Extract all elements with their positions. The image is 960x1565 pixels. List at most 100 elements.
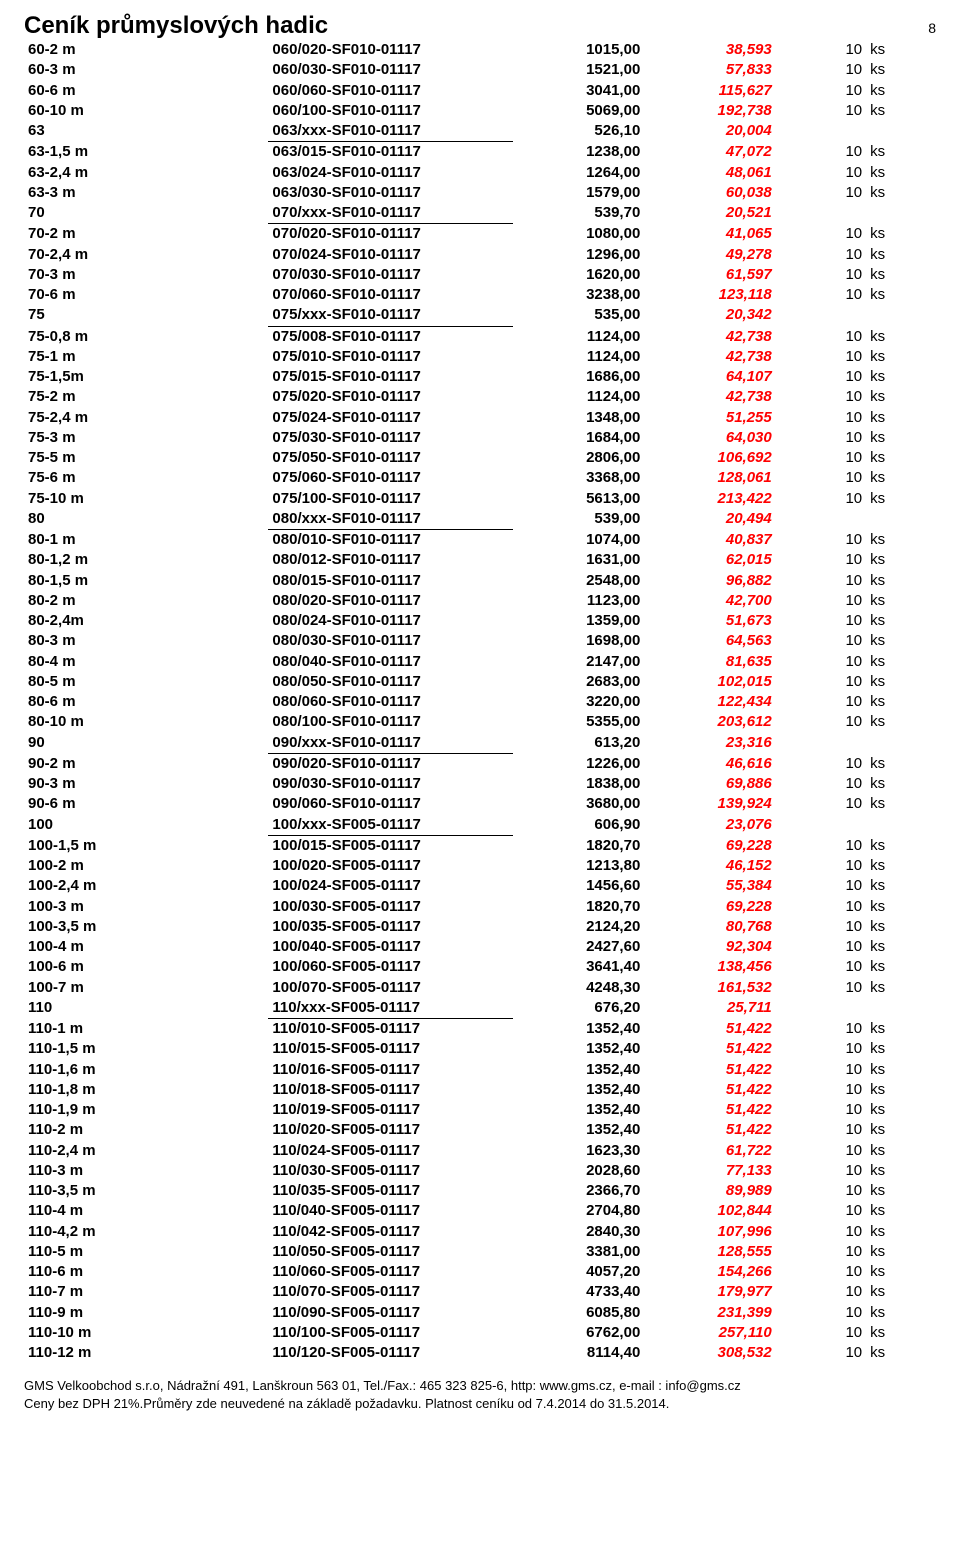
cell-price: 1521,00 [513,60,644,80]
cell-price: 1352,40 [513,1100,644,1120]
cell-code: 075/020-SF010-01117 [268,387,512,407]
cell-code: 080/040-SF010-01117 [268,652,512,672]
cell-unit-price: 49,278 [644,245,775,265]
cell-unit: ks [866,163,936,183]
cell-unit-price: 25,711 [644,998,775,1019]
cell-size: 80-1,5 m [24,571,268,591]
cell-price: 2840,30 [513,1222,644,1242]
cell-unit: ks [866,60,936,80]
cell-code: 080/030-SF010-01117 [268,631,512,651]
cell-code: 080/015-SF010-01117 [268,571,512,591]
cell-price: 1820,70 [513,897,644,917]
table-row: 100-2,4 m100/024-SF005-011171456,6055,38… [24,876,936,896]
table-row: 100100/xxx-SF005-01117606,9023,076 [24,815,936,836]
cell-code: 060/060-SF010-01117 [268,81,512,101]
cell-size: 80-2,4m [24,611,268,631]
cell-price: 526,10 [513,121,644,142]
table-row: 80-10 m080/100-SF010-011175355,00203,612… [24,712,936,732]
table-row: 100-6 m100/060-SF005-011173641,40138,456… [24,957,936,977]
table-row: 110-1,5 m110/015-SF005-011171352,4051,42… [24,1039,936,1059]
table-row: 75-5 m075/050-SF010-011172806,00106,6921… [24,448,936,468]
cell-qty: 10 [776,40,866,60]
cell-qty: 10 [776,408,866,428]
table-row: 70-2 m070/020-SF010-011171080,0041,06510… [24,224,936,245]
cell-unit-price: 89,989 [644,1181,775,1201]
cell-unit-price: 51,422 [644,1120,775,1140]
cell-size: 90-6 m [24,794,268,814]
cell-code: 080/060-SF010-01117 [268,692,512,712]
cell-price: 3381,00 [513,1242,644,1262]
cell-unit [866,305,936,326]
cell-size: 60-10 m [24,101,268,121]
cell-qty: 10 [776,81,866,101]
cell-size: 80-6 m [24,692,268,712]
cell-unit: ks [866,1161,936,1181]
cell-size: 63 [24,121,268,142]
cell-price: 1124,00 [513,387,644,407]
table-row: 63-1,5 m063/015-SF010-011171238,0047,072… [24,142,936,163]
table-row: 75-2,4 m075/024-SF010-011171348,0051,255… [24,408,936,428]
table-row: 110-1 m110/010-SF005-011171352,4051,4221… [24,1019,936,1040]
cell-size: 110-10 m [24,1323,268,1343]
cell-unit: ks [866,468,936,488]
cell-price: 1080,00 [513,224,644,245]
cell-price: 1838,00 [513,774,644,794]
table-row: 110-12 m110/120-SF005-011178114,40308,53… [24,1343,936,1363]
cell-price: 2427,60 [513,937,644,957]
table-row: 100-2 m100/020-SF005-011171213,8046,1521… [24,856,936,876]
cell-code: 090/060-SF010-01117 [268,794,512,814]
cell-unit-price: 51,422 [644,1100,775,1120]
price-table: 60-2 m060/020-SF010-011171015,0038,59310… [24,40,936,1363]
cell-size: 75 [24,305,268,326]
cell-qty: 10 [776,774,866,794]
cell-size: 110-5 m [24,1242,268,1262]
cell-code: 070/030-SF010-01117 [268,265,512,285]
cell-unit [866,203,936,224]
cell-price: 1296,00 [513,245,644,265]
cell-size: 110-12 m [24,1343,268,1363]
cell-unit: ks [866,448,936,468]
cell-price: 1352,40 [513,1080,644,1100]
cell-price: 1352,40 [513,1060,644,1080]
cell-unit-price: 64,563 [644,631,775,651]
cell-unit-price: 106,692 [644,448,775,468]
cell-code: 060/030-SF010-01117 [268,60,512,80]
cell-price: 1264,00 [513,163,644,183]
cell-code: 110/016-SF005-01117 [268,1060,512,1080]
cell-unit: ks [866,611,936,631]
cell-price: 3238,00 [513,285,644,305]
cell-unit-price: 40,837 [644,530,775,551]
cell-unit [866,998,936,1019]
table-row: 63-2,4 m063/024-SF010-011171264,0048,061… [24,163,936,183]
footer-line-2: Ceny bez DPH 21%.Průměry zde neuvedené n… [24,1395,936,1413]
cell-unit: ks [866,774,936,794]
cell-code: 075/030-SF010-01117 [268,428,512,448]
cell-unit-price: 55,384 [644,876,775,896]
cell-size: 110-3 m [24,1161,268,1181]
cell-qty: 10 [776,1282,866,1302]
cell-unit: ks [866,1100,936,1120]
cell-code: 090/xxx-SF010-01117 [268,733,512,754]
cell-unit: ks [866,957,936,977]
cell-code: 063/024-SF010-01117 [268,163,512,183]
cell-unit-price: 203,612 [644,712,775,732]
cell-price: 1352,40 [513,1039,644,1059]
cell-price: 676,20 [513,998,644,1019]
table-row: 75-10 m075/100-SF010-011175613,00213,422… [24,489,936,509]
table-row: 60-10 m060/100-SF010-011175069,00192,738… [24,101,936,121]
cell-price: 2704,80 [513,1201,644,1221]
cell-unit-price: 179,977 [644,1282,775,1302]
cell-size: 80-1 m [24,530,268,551]
table-row: 110-9 m110/090-SF005-011176085,80231,399… [24,1303,936,1323]
cell-qty: 10 [776,183,866,203]
cell-price: 8114,40 [513,1343,644,1363]
table-row: 80-6 m080/060-SF010-011173220,00122,4341… [24,692,936,712]
table-row: 80-2 m080/020-SF010-011171123,0042,70010… [24,591,936,611]
cell-code: 110/xxx-SF005-01117 [268,998,512,1019]
cell-unit: ks [866,183,936,203]
cell-qty: 10 [776,897,866,917]
footer: GMS Velkoobchod s.r.o, Nádražní 491, Lan… [24,1377,936,1412]
cell-price: 1124,00 [513,326,644,347]
table-row: 63063/xxx-SF010-01117526,1020,004 [24,121,936,142]
cell-unit-price: 192,738 [644,101,775,121]
